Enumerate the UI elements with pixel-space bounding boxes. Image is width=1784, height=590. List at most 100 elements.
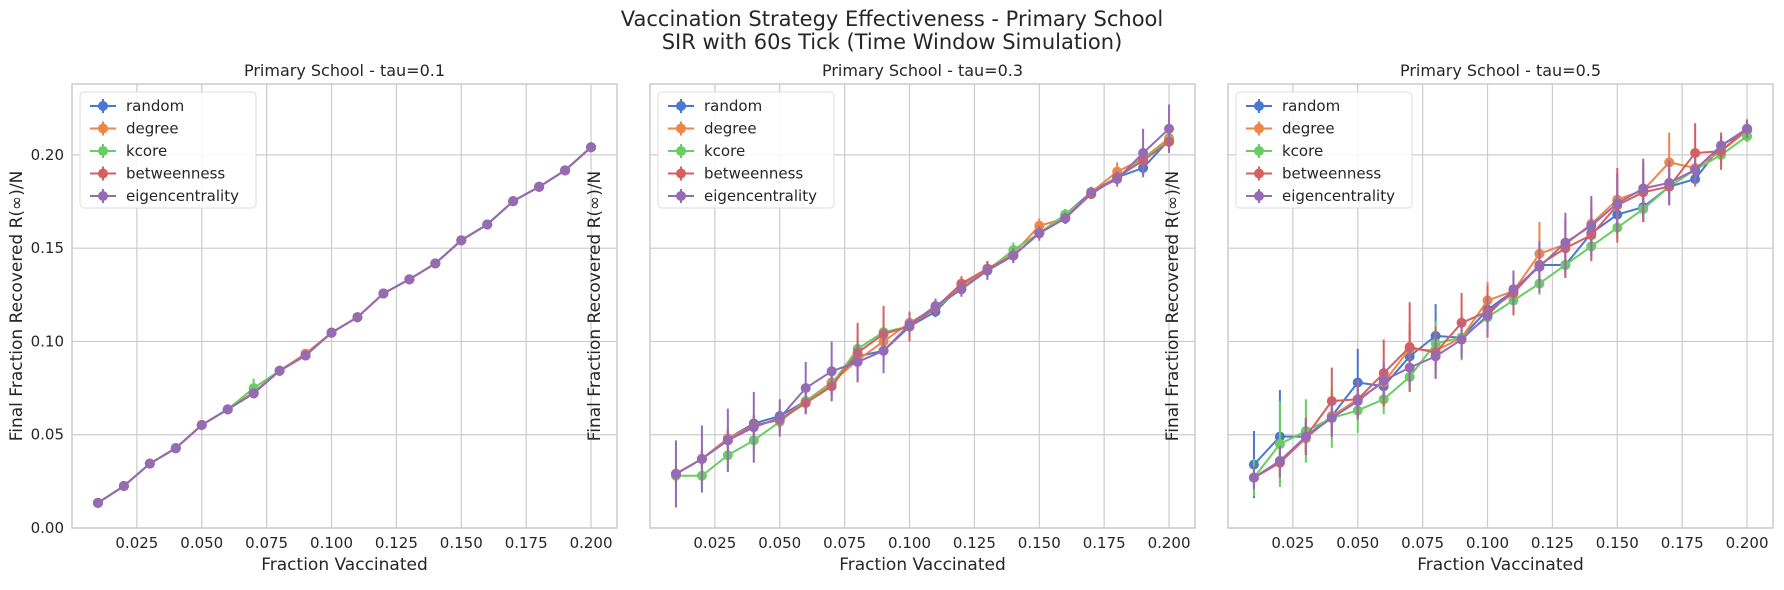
y-axis-label: Final Fraction Recovered R(∞)/N [1163,171,1183,442]
data-point [1664,177,1675,188]
x-tick-label: 0.100 [310,534,353,552]
data-point [800,383,811,394]
data-point [930,301,941,311]
legend-marker [676,101,686,111]
y-axis-label: Final Fraction Recovered R(∞)/N [7,171,27,442]
data-point [352,312,363,323]
legend-label: random [126,97,184,115]
data-point [748,422,759,433]
data-point [144,458,155,469]
data-point [378,288,389,299]
data-point [1112,174,1123,185]
legend-marker [676,191,686,201]
series-line [97,146,592,504]
data-point [1248,472,1259,483]
data-point [696,453,707,464]
data-point [1378,375,1389,386]
y-tick-label: 0.15 [31,239,64,257]
data-point [92,497,103,508]
data-point [1352,396,1363,407]
axes-frame [1227,83,1774,529]
panel-tau-0-5: 0.025 0.050 0.075 0.100 0.125 0.150 0.175 0.200… [1163,61,1774,575]
data-point [1060,213,1071,224]
x-tick-label: 0.075 [245,534,288,552]
x-tick-label: 0.150 [440,534,483,552]
x-tick-label: 0.050 [758,534,801,552]
legend-label: betweenness [704,165,803,183]
x-tick-label: 0.025 [1271,534,1314,552]
legend-label: degree [704,120,757,138]
data-point [118,481,129,492]
data-point [404,274,415,285]
legend-label: degree [126,120,179,138]
legend-marker [98,123,108,134]
data-point [1326,412,1337,423]
y-tick-label: 0.00 [31,519,64,537]
legend-box [1235,91,1413,209]
x-tick-label: 0.125 [1531,534,1574,552]
data-point [1404,342,1415,353]
legend: random degree kcore betweenness eigencentral… [79,91,257,209]
series-eigencentrality [670,104,1175,508]
axes-frame [649,83,1196,529]
series-line [1253,129,1748,479]
data-point [1164,123,1175,134]
x-axis-label: Fraction Vaccinated [1417,555,1584,575]
data-point [1534,261,1545,272]
x-tick-label: 0.050 [180,534,223,552]
data-point [1138,148,1149,159]
series-eigencentrality [1248,121,1753,489]
legend-label: betweenness [1282,165,1381,183]
data-point [1274,455,1285,466]
legend-marker [1254,101,1264,111]
figure-title-line1: Vaccination Strategy Effectiveness - Pri… [621,7,1163,31]
data-point [1690,148,1701,159]
data-point [1274,439,1285,450]
legend-marker [98,191,108,201]
legend-marker [676,168,686,179]
x-tick-label: 0.075 [1401,534,1444,552]
data-point [1430,351,1441,362]
data-point [456,235,467,246]
data-point [1586,220,1597,231]
x-tick-label: 0.200 [1148,534,1191,552]
legend-marker [98,101,108,111]
legend-marker [676,146,686,156]
data-point [1404,362,1415,373]
data-point [878,345,889,356]
data-point [722,435,733,446]
panel-tau-0-1: 0.025 0.050 0.075 0.100 0.125 0.150 0.175 0.200… [7,61,618,575]
x-tick-label: 0.150 [1596,534,1639,552]
legend-marker [98,146,108,156]
x-tick-label: 0.025 [693,534,736,552]
data-point [1560,237,1571,248]
data-point [586,142,597,153]
x-tick-label: 0.175 [1661,534,1704,552]
x-tick-label: 0.100 [1466,534,1509,552]
x-tick-label: 0.100 [888,534,931,552]
legend-marker [1254,191,1264,201]
data-point [826,366,837,377]
y-tick-label: 0.05 [31,426,64,444]
data-point [248,388,259,399]
y-axis-label: Final Fraction Recovered R(∞)/N [585,171,605,442]
data-point [1612,198,1623,209]
x-axis-label: Fraction Vaccinated [839,555,1006,575]
data-point [1008,250,1019,261]
series-eigencentrality [92,142,597,508]
x-axis-label: Fraction Vaccinated [261,555,428,575]
panel-tau-0-3: 0.025 0.050 0.075 0.100 0.125 0.150 0.175 0.200… [585,61,1196,575]
figure-title-line2: SIR with 60s Tick (Time Window Simulatio… [662,30,1123,54]
axes-frame [71,83,618,529]
panel-title: Primary School - tau=0.1 [244,61,445,80]
data-point [196,420,207,431]
legend-label: degree [1282,120,1335,138]
data-point [560,165,571,176]
data-point [956,284,967,295]
data-point [300,350,311,361]
data-point [852,356,863,367]
x-tick-label: 0.050 [1336,534,1379,552]
data-point [1742,123,1753,134]
legend-marker [676,123,686,134]
legend-marker [1254,123,1264,134]
